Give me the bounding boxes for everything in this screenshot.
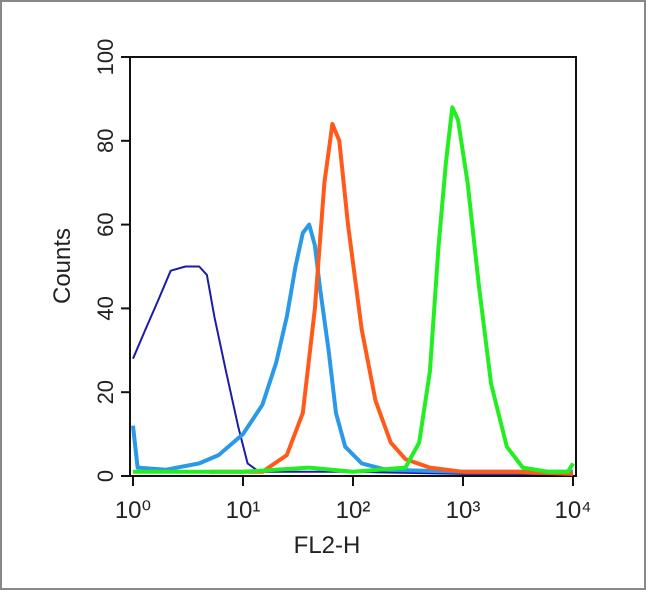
y-tick-label: 100 [93,39,118,76]
frame [0,0,646,590]
x-tick-label: 10⁴ [554,497,591,524]
y-tick-label: 40 [93,296,118,320]
y-tick-label: 20 [93,380,118,404]
series-line [131,222,573,474]
series-line [133,105,575,474]
x-axis-label: FL2-H [294,532,361,559]
x-tick-label: 10¹ [226,497,261,524]
x-tick-label: 10³ [446,497,481,524]
y-tick-label: 60 [93,212,118,236]
x-tick-label: 10² [336,497,371,524]
series-line [132,265,573,475]
y-tick-label: 0 [93,470,118,482]
y-tick-label: 80 [93,129,118,153]
series-line [209,122,574,476]
x-tick-label: 10⁰ [115,497,151,524]
y-axis-label: Counts [49,228,76,304]
